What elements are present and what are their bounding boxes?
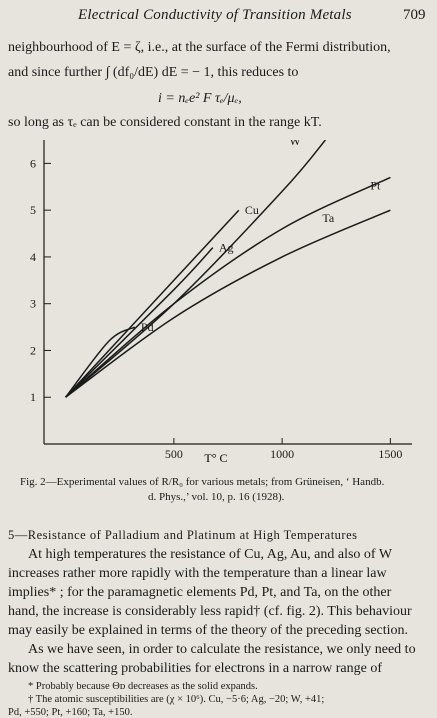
y-tick-label-3: 3 [30, 297, 36, 311]
series-label-pd: Pd [141, 320, 154, 334]
section-line-5: may easily be explained in terms of the … [8, 623, 409, 638]
section-line-6: As we have seen, in order to calculate t… [28, 642, 416, 657]
running-header-title: Electrical Conductivity of Transition Me… [78, 7, 352, 23]
series-label-cu: Cu [245, 203, 259, 217]
series-line-ag [65, 247, 214, 398]
footnote-1: * Probably because Θᴅ decreases as the s… [28, 681, 258, 692]
body-line-3: so long as τₑ can be considered constant… [8, 115, 322, 130]
section-line-7: know the scattering probabilities for el… [8, 661, 382, 676]
page-number: 709 [403, 7, 426, 23]
y-tick-label-2: 2 [30, 343, 36, 357]
figure-caption-line-1: Fig. 2—Experimental values of R/R₀ for v… [20, 476, 385, 488]
series-label-w: W [289, 140, 301, 148]
y-tick-label-6: 6 [30, 156, 36, 170]
series-label-pt: Pt [370, 178, 381, 192]
x-tick-label-1000: 1000 [270, 447, 294, 461]
y-tick-label-5: 5 [30, 203, 36, 217]
body-line-2: and since further ∫ (df₀/dE) dE = − 1, t… [8, 65, 299, 80]
series-line-cu [65, 209, 240, 398]
series-label-ta: Ta [322, 211, 334, 225]
section-line-3: implies* ; for the paramagnetic elements… [8, 585, 392, 600]
series-line-w [65, 140, 326, 398]
y-tick-label-1: 1 [30, 390, 36, 404]
footnote-2-line-1: † The atomic susceptibilities are (χ × 1… [28, 694, 325, 705]
equation: i = nₑe² F τₑ/μₑ, [158, 91, 242, 106]
series-line-pd [65, 326, 136, 398]
x-tick-label-500: 500 [165, 447, 183, 461]
plot-area: 1 2 3 4 5 6 500 1000 1500 W Cu Ag Pt Ta Pd [30, 140, 412, 461]
figure-caption-line-2: d. Phys.,’ vol. 10, p. 16 (1928). [148, 491, 285, 503]
y-tick-label-4: 4 [30, 250, 36, 264]
x-tick-label-1500: 1500 [378, 447, 402, 461]
body-line-1: neighbourhood of E = ζ, i.e., at the sur… [8, 40, 391, 55]
section-line-4: hand, the increase is considerably less … [8, 604, 412, 619]
series-label-ag: Ag [219, 241, 234, 255]
section-line-1: At high temperatures the resistance of C… [28, 547, 393, 562]
section-heading: 5—Resistance of Palladium and Platinum a… [8, 528, 358, 542]
x-axis-label: T° C [204, 451, 227, 465]
series-line-pt [65, 176, 391, 398]
series-line-ta [65, 209, 391, 398]
resistance-chart: 1 2 3 4 5 6 500 1000 1500 W Cu Ag Pt Ta Pd T° C [30, 140, 412, 465]
footnote-2-line-2: Pd, +550; Pt, +160; Ta, +150. [8, 707, 133, 718]
section-line-2: increases rather more rapidly with the t… [8, 566, 387, 581]
